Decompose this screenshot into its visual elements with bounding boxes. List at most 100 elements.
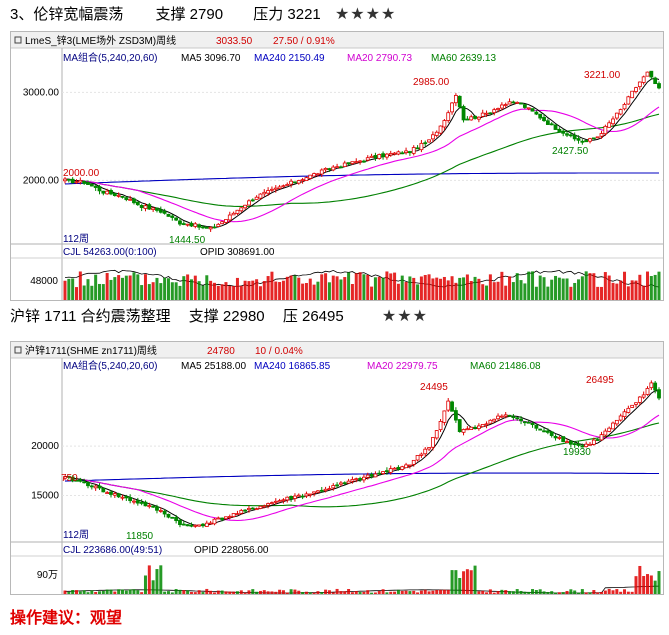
panel-2-collapse-icon[interactable] [14, 346, 22, 354]
panel-1-collapse-icon[interactable] [14, 36, 22, 44]
candle-body [473, 115, 477, 119]
candle [335, 163, 339, 169]
volume-bar [228, 285, 232, 300]
candle [534, 110, 539, 116]
volume-bar [408, 591, 412, 594]
candle-body [492, 418, 497, 422]
candle-body [611, 118, 615, 125]
candle [354, 477, 359, 483]
candle-body [86, 182, 90, 185]
candle-body [591, 439, 596, 445]
volume-bar [128, 589, 132, 594]
candle-body [285, 184, 290, 186]
candle [450, 400, 454, 412]
candle-body [132, 500, 136, 503]
candle [277, 498, 282, 503]
candle-body [538, 113, 543, 119]
candle [78, 477, 83, 483]
candle [415, 145, 420, 150]
volume-bar [97, 591, 101, 594]
volume-bar [174, 282, 178, 300]
volume-bar [653, 580, 657, 594]
candle [614, 419, 619, 427]
volume-bar [258, 286, 262, 300]
volume-bar [427, 591, 431, 594]
candle-body [220, 517, 225, 520]
candle-body [534, 424, 539, 429]
volume-bar [339, 279, 343, 300]
volume-bar [197, 281, 201, 300]
candle [235, 209, 240, 216]
volume-bar [385, 592, 389, 594]
candle-body [335, 166, 339, 169]
section-1-chart: LmeS_锌3(LME场外 ZSD3M)周线 3033.50 27.50 / 0… [10, 31, 664, 301]
candle-body [396, 466, 401, 470]
candle-body [480, 423, 485, 428]
candle [101, 190, 106, 196]
candle [568, 131, 573, 138]
candle-body [377, 472, 382, 475]
candle-body [331, 485, 336, 489]
candle-body [304, 493, 309, 497]
volume-bar [235, 591, 239, 594]
candle-body [147, 505, 152, 508]
candle [266, 187, 271, 196]
volume-bar [166, 591, 170, 594]
volume-bar [189, 591, 193, 594]
candle [258, 505, 263, 510]
volume-bar [266, 276, 270, 300]
volume-bar [615, 283, 619, 300]
volume-bar [642, 576, 646, 594]
volume-bar [186, 590, 190, 594]
volume-bar [90, 590, 94, 594]
candle-body [316, 490, 320, 493]
volume-bar [308, 278, 312, 300]
volume-bar [247, 281, 251, 300]
candle-body [641, 394, 646, 398]
candle-body [82, 181, 87, 184]
ma5-polyline [64, 390, 660, 527]
volume-bar [603, 272, 607, 300]
panel-2-volume-bars [63, 565, 661, 594]
candle-body [235, 209, 240, 214]
candle-body [174, 217, 179, 221]
volume-bar [166, 278, 170, 300]
candle [641, 391, 646, 400]
candle-body [557, 437, 562, 439]
candle [143, 500, 148, 507]
volume-bar [274, 591, 278, 594]
candle [174, 514, 179, 524]
volume-bar [293, 589, 297, 594]
candle-body [243, 204, 248, 209]
candle [224, 516, 228, 520]
volume-bar [220, 590, 224, 594]
volume-bar [550, 591, 554, 594]
candle [331, 483, 336, 491]
candle-body [66, 475, 71, 478]
candle [258, 193, 263, 200]
volume-bar [488, 589, 492, 594]
candle-body [522, 421, 527, 424]
volume-bar [646, 271, 650, 300]
candle [339, 165, 343, 169]
candle-body [281, 499, 286, 502]
volume-bar [147, 565, 151, 594]
volume-bar [71, 278, 75, 300]
candle [618, 413, 623, 422]
volume-bar [186, 274, 190, 300]
section-2-heading: 沪锌 1711 合约震荡整理 支撑 22980 压 26495 ★★★ [10, 306, 428, 328]
volume-bar [454, 282, 458, 300]
volume-bar [255, 279, 259, 300]
volume-bar [316, 281, 320, 300]
volume-bar [255, 591, 259, 594]
candle [323, 167, 328, 173]
volume-bar [653, 274, 657, 300]
volume-bar [358, 592, 362, 594]
volume-bar [611, 282, 615, 300]
candle-body [496, 415, 500, 420]
candle [239, 508, 244, 515]
candle [591, 437, 596, 446]
candle [369, 472, 374, 479]
volume-bar [67, 278, 71, 300]
volume-bar [197, 590, 201, 594]
